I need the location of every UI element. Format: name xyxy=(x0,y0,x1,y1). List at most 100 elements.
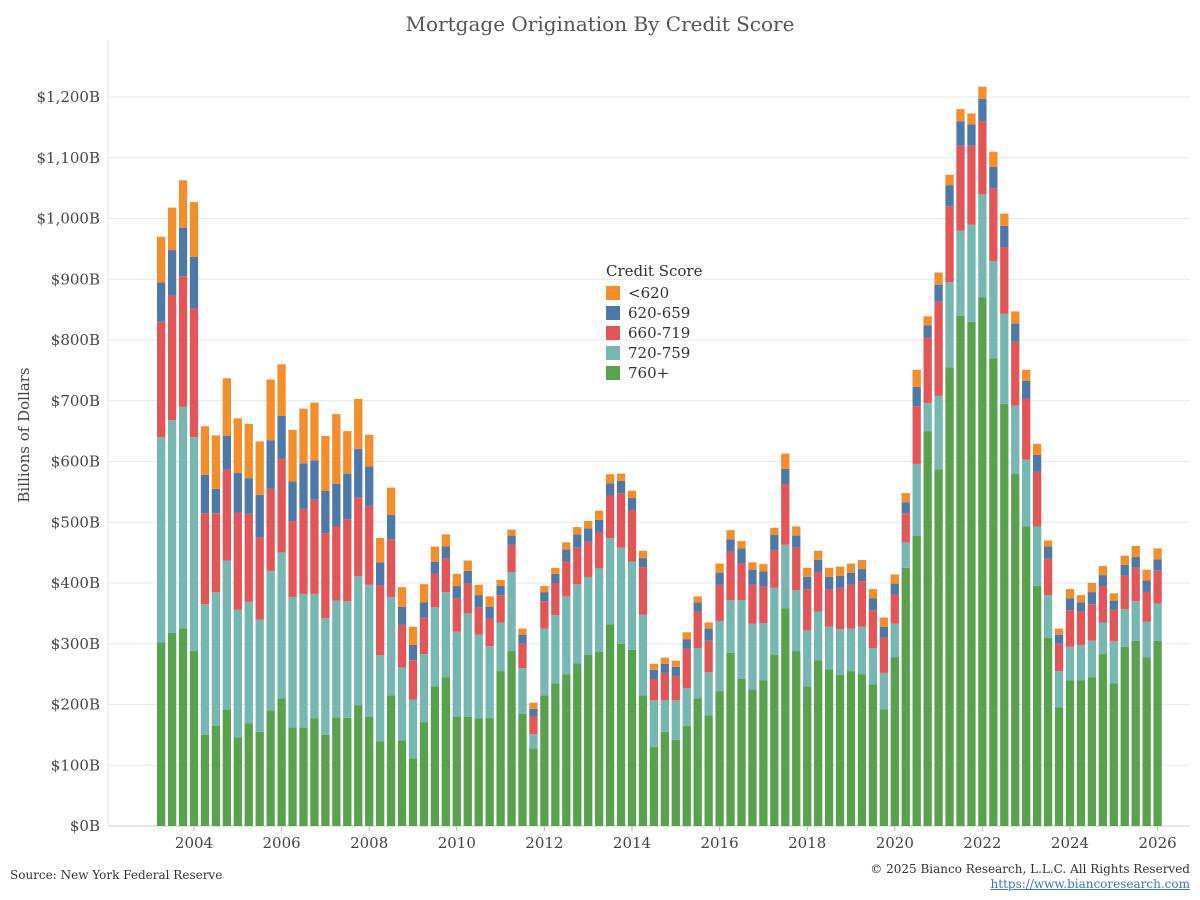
bar-segment xyxy=(923,316,932,326)
bar-segment xyxy=(408,644,418,661)
bar-segment xyxy=(649,678,659,701)
bar-segment xyxy=(846,671,856,826)
bar-segment xyxy=(189,202,199,257)
bar-segment xyxy=(649,700,659,748)
bar-segment xyxy=(967,124,976,146)
bar-segment xyxy=(967,145,976,225)
bar-segment xyxy=(430,607,440,687)
bar-segment xyxy=(310,593,319,719)
bar-segment xyxy=(266,440,275,489)
bar-segment xyxy=(627,490,637,498)
bar-segment xyxy=(693,698,702,826)
bar-segment xyxy=(343,717,352,826)
bar-segment xyxy=(157,642,166,826)
bar-segment xyxy=(781,468,790,484)
bar-segment xyxy=(518,634,527,644)
bar-segment xyxy=(616,480,626,494)
bar-segment xyxy=(770,527,779,536)
bar-segment xyxy=(1153,548,1162,560)
bar-segment xyxy=(430,546,440,562)
bar-segment xyxy=(803,589,812,631)
bar-segment xyxy=(901,567,910,826)
bar-segment xyxy=(1065,598,1075,611)
bar-segment xyxy=(605,483,615,496)
bar-segment xyxy=(386,487,396,515)
bar-segment xyxy=(1131,601,1140,641)
bar-segment xyxy=(573,527,582,535)
bar-segment xyxy=(562,542,571,550)
bar-segment xyxy=(343,519,352,602)
bar-segment xyxy=(704,622,713,629)
bar-segment xyxy=(551,583,560,616)
x-tick-label: 2014 xyxy=(613,834,651,852)
bar-segment xyxy=(529,702,538,709)
bar-segment xyxy=(978,194,987,298)
bar-segment xyxy=(759,623,768,681)
source-note: Source: New York Federal Reserve xyxy=(10,868,223,882)
x-tick-label: 2018 xyxy=(788,834,826,852)
bar-segment xyxy=(824,589,834,627)
legend-swatch xyxy=(606,326,620,340)
bar-segment xyxy=(496,579,505,587)
bar-segment xyxy=(288,521,297,597)
bar-segment xyxy=(266,379,275,441)
bar-segment xyxy=(945,185,954,207)
bar-segment xyxy=(660,663,669,673)
bars xyxy=(157,86,1162,827)
bar-segment xyxy=(890,574,899,584)
bar-segment xyxy=(562,674,571,826)
bar-segment xyxy=(376,741,385,826)
bar-segment xyxy=(857,626,867,675)
bar-segment xyxy=(737,678,746,826)
bar-segment xyxy=(255,537,264,620)
bar-segment xyxy=(540,586,549,593)
bar-segment xyxy=(748,689,757,826)
bar-segment xyxy=(200,513,210,605)
bar-segment xyxy=(408,699,418,759)
bar-segment xyxy=(857,569,867,582)
bar-segment xyxy=(934,284,943,302)
bar-segment xyxy=(1043,558,1053,596)
bar-segment xyxy=(857,581,867,627)
bar-segment xyxy=(244,423,253,479)
bar-segment xyxy=(1120,609,1129,647)
bar-segment xyxy=(288,481,297,522)
bar-segment xyxy=(912,406,921,464)
bar-segment xyxy=(222,469,231,561)
bar-segment xyxy=(693,648,702,699)
bar-segment xyxy=(956,315,965,826)
bar-segment xyxy=(759,571,768,587)
website-link[interactable]: https://www.biancoresearch.com xyxy=(990,877,1190,891)
bar-segment xyxy=(923,431,932,826)
y-tick-label: $400B xyxy=(51,574,100,592)
bar-segment xyxy=(507,529,516,536)
bar-segment xyxy=(397,587,407,607)
bar-segment xyxy=(167,250,177,296)
bar-segment xyxy=(638,614,648,696)
bar-segment xyxy=(792,526,801,536)
bar-segment xyxy=(584,521,593,529)
bar-segment xyxy=(244,601,253,724)
bar-segment xyxy=(803,567,812,577)
bar-segment xyxy=(879,709,888,826)
bar-segment xyxy=(1011,341,1020,406)
bar-segment xyxy=(638,558,648,568)
copyright-block: © 2025 Bianco Research, L.L.C. All Right… xyxy=(870,862,1190,892)
bar-segment xyxy=(693,611,702,649)
bar-segment xyxy=(573,547,582,585)
bar-segment xyxy=(365,505,374,585)
bar-segment xyxy=(507,544,516,573)
bar-segment xyxy=(605,538,615,625)
legend: Credit Score <620 620-659 660-719 720-75… xyxy=(606,262,702,383)
bar-segment xyxy=(803,686,812,826)
bar-segment xyxy=(956,230,965,316)
bar-segment xyxy=(189,437,199,652)
bar-segment xyxy=(1033,526,1042,587)
bar-segment xyxy=(715,584,724,622)
bar-segment xyxy=(310,499,319,594)
bar-segment xyxy=(233,512,242,610)
bar-segment xyxy=(781,608,790,826)
bar-segment xyxy=(1076,644,1086,681)
bar-segment xyxy=(638,550,648,559)
bar-segment xyxy=(1043,546,1053,559)
